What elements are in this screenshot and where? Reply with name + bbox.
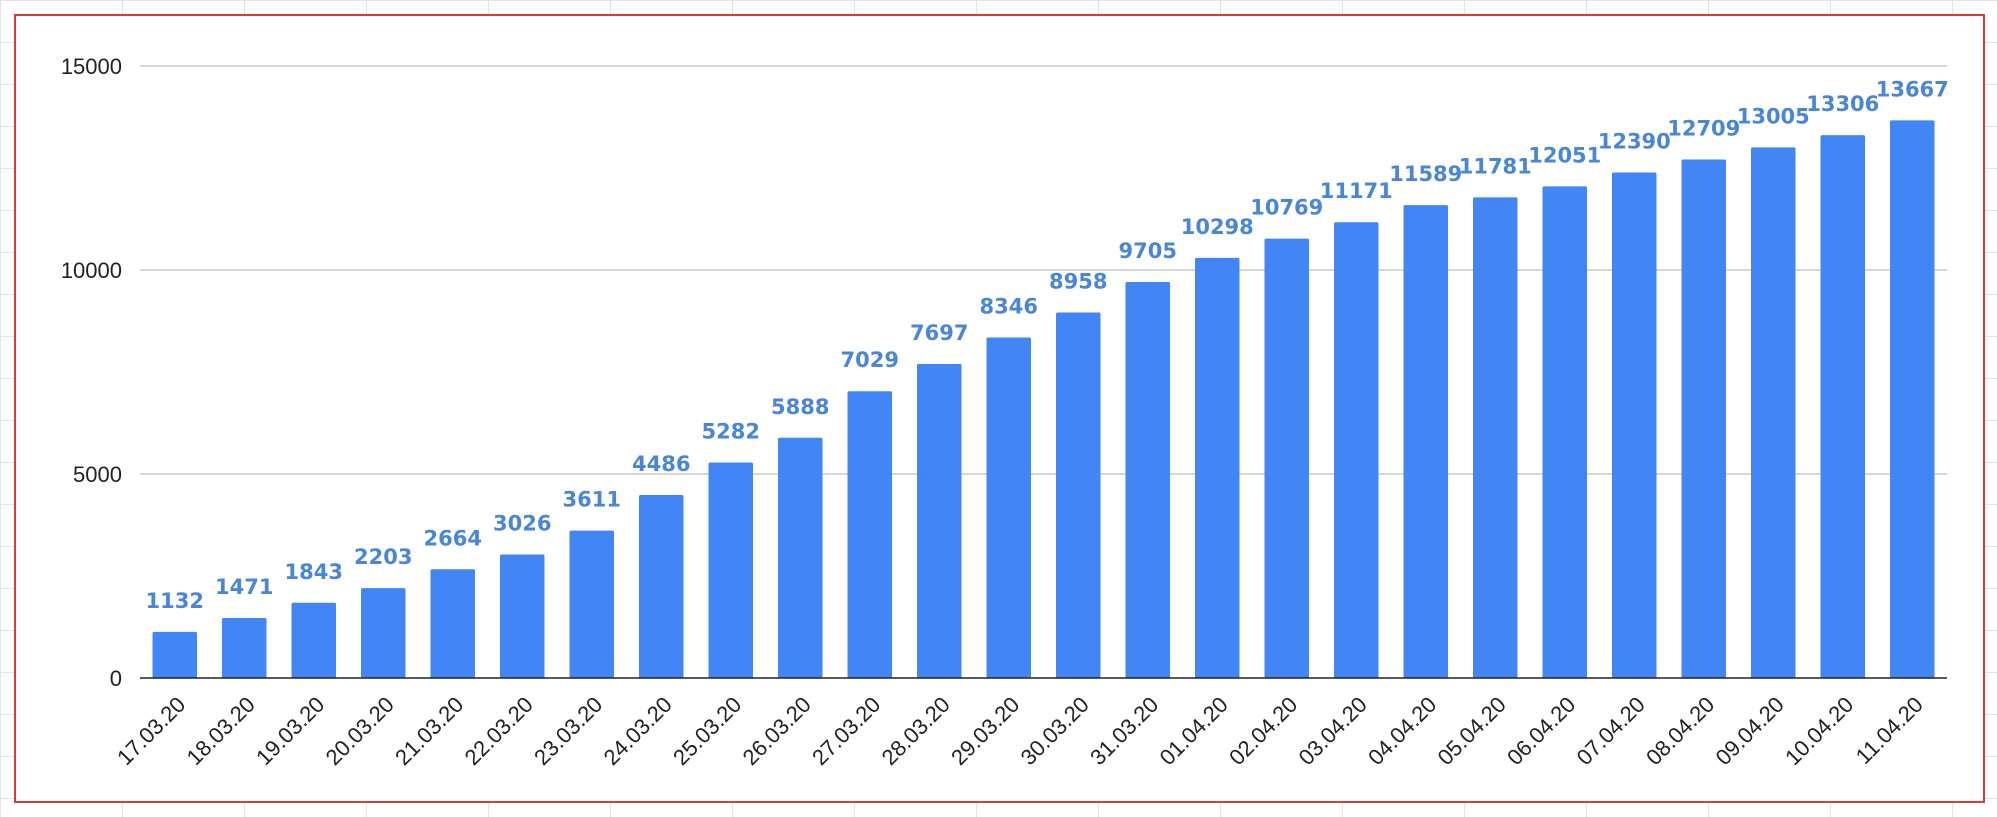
bar — [1334, 222, 1379, 678]
data-label: 1471 — [215, 575, 273, 599]
y-tick-label: 10000 — [61, 258, 122, 283]
bar — [569, 530, 614, 678]
data-labels: 1132 1471 1843 2203 2664 3026 3611 4486 5282 5888… — [146, 77, 1949, 612]
bar — [500, 554, 545, 678]
x-tick-label: 23.03.20 — [529, 692, 607, 770]
bar — [847, 391, 892, 678]
data-label: 4486 — [632, 452, 690, 476]
x-tick-label: 29.03.20 — [946, 692, 1024, 770]
x-tick-label: 31.03.20 — [1085, 692, 1163, 770]
bar — [1890, 120, 1935, 678]
data-label: 13306 — [1806, 92, 1879, 116]
data-label: 12709 — [1667, 116, 1740, 140]
data-label: 5888 — [771, 395, 829, 419]
x-tick-label: 28.03.20 — [877, 692, 955, 770]
bar — [361, 588, 406, 678]
bar — [1473, 197, 1518, 678]
bar — [1056, 312, 1101, 678]
data-label: 11589 — [1389, 162, 1462, 186]
bar — [222, 617, 267, 678]
x-tick-label: 10.04.20 — [1780, 692, 1858, 770]
data-label: 3026 — [493, 512, 551, 536]
bar — [1264, 238, 1309, 678]
data-label: 2203 — [354, 545, 412, 569]
x-tick-label: 19.03.20 — [251, 692, 329, 770]
data-label: 10769 — [1250, 196, 1323, 220]
x-tick-label: 04.04.20 — [1363, 692, 1441, 770]
bar — [1542, 186, 1587, 678]
data-label: 10298 — [1181, 215, 1254, 239]
x-axis-ticks: 17.03.2018.03.2019.03.2020.03.2021.03.20… — [112, 692, 1928, 770]
bar — [708, 462, 753, 678]
bar — [639, 494, 684, 678]
bar — [1751, 147, 1796, 678]
x-tick-label: 02.04.20 — [1224, 692, 1302, 770]
bar — [1125, 282, 1170, 678]
data-label: 7697 — [910, 321, 968, 345]
x-tick-label: 08.04.20 — [1641, 692, 1719, 770]
data-label: 1843 — [285, 560, 343, 584]
x-tick-label: 27.03.20 — [807, 692, 885, 770]
data-label: 9705 — [1119, 239, 1177, 263]
bars — [152, 120, 1935, 679]
x-tick-label: 09.04.20 — [1711, 692, 1789, 770]
data-label: 3611 — [563, 488, 621, 512]
data-label: 12051 — [1528, 143, 1601, 167]
y-tick-label: 15000 — [61, 54, 122, 79]
bar — [1681, 159, 1726, 679]
x-tick-label: 17.03.20 — [112, 692, 190, 770]
data-label: 5282 — [702, 419, 760, 443]
x-tick-label: 07.04.20 — [1572, 692, 1650, 770]
data-label: 2664 — [424, 526, 482, 550]
bar — [1820, 135, 1865, 678]
data-label: 11781 — [1459, 154, 1532, 178]
bar — [1195, 257, 1240, 678]
x-tick-label: 01.04.20 — [1155, 692, 1233, 770]
bar — [917, 363, 962, 678]
x-tick-label: 25.03.20 — [668, 692, 746, 770]
x-tick-label: 05.04.20 — [1433, 692, 1511, 770]
y-tick-label: 5000 — [73, 462, 122, 487]
bar — [986, 337, 1031, 678]
bar — [778, 437, 823, 678]
data-label: 12390 — [1598, 129, 1671, 153]
data-label: 11171 — [1320, 179, 1393, 203]
bar — [1612, 172, 1657, 678]
bar — [1403, 205, 1448, 678]
bar — [152, 631, 197, 678]
data-label: 1132 — [146, 589, 204, 613]
data-label: 7029 — [841, 348, 899, 372]
x-tick-label: 24.03.20 — [599, 692, 677, 770]
y-axis-ticks: 0 5000 10000 15000 — [61, 54, 122, 691]
x-tick-label: 22.03.20 — [460, 692, 538, 770]
data-label: 13667 — [1876, 77, 1949, 101]
y-tick-label: 0 — [110, 666, 122, 691]
x-tick-label: 06.04.20 — [1502, 692, 1580, 770]
data-label: 13005 — [1737, 104, 1810, 128]
data-label: 8346 — [980, 294, 1038, 318]
bar — [291, 602, 336, 678]
data-label: 8958 — [1049, 270, 1107, 294]
x-tick-label: 26.03.20 — [738, 692, 816, 770]
x-tick-label: 30.03.20 — [1016, 692, 1094, 770]
x-tick-label: 21.03.20 — [390, 692, 468, 770]
x-tick-label: 03.04.20 — [1294, 692, 1372, 770]
x-tick-label: 11.04.20 — [1851, 692, 1928, 769]
bar — [430, 569, 475, 678]
x-tick-label: 18.03.20 — [182, 692, 260, 770]
x-tick-label: 20.03.20 — [321, 692, 399, 770]
